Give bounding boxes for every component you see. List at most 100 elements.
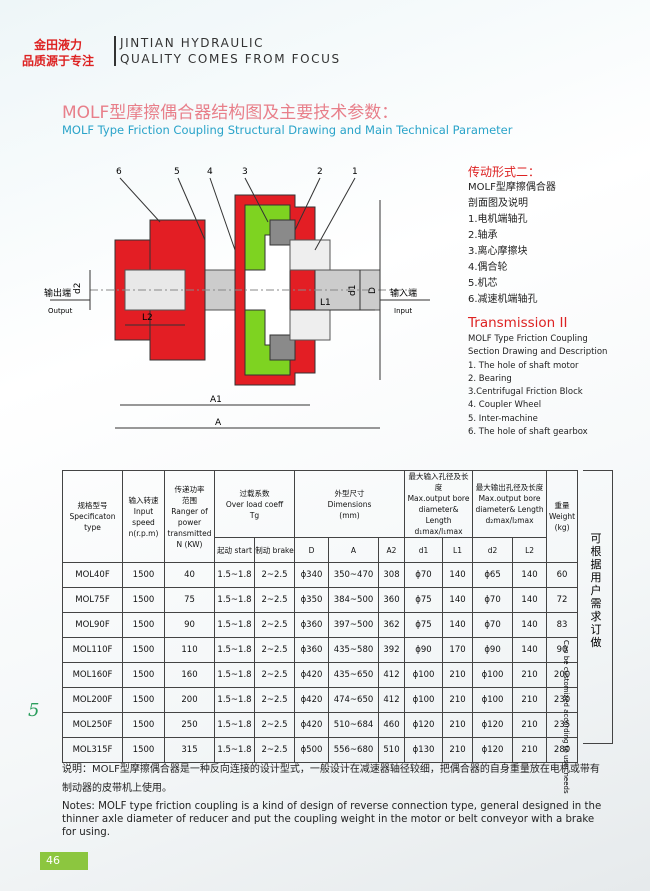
header-line: d₁max/l₁max	[414, 527, 463, 536]
table-row: MOL75F 1500 75 1.5~1.8 2~2.5 ϕ350 384~500 360 ϕ7…	[62, 587, 579, 613]
table-cell: 83	[546, 612, 579, 638]
table-cell: ϕ120	[472, 712, 514, 738]
table-cell: 2~2.5	[254, 587, 295, 613]
header-line: transmitted	[167, 528, 212, 538]
description-line: 4.偶合轮	[468, 262, 508, 273]
header-sub-cell: L2	[512, 537, 548, 563]
table-cell: ϕ100	[472, 687, 514, 713]
table-cell: 474~650	[328, 687, 379, 713]
header-sub-row: 起动 start 制动 brake D A A2 d1 L1 d2 L2	[63, 537, 578, 563]
table-cell: 556~680	[328, 737, 379, 763]
side-note-cn: 可根据用户需求订做	[590, 532, 602, 649]
notes-cn: 说明：MOLF型摩擦偶合器是一种反向连接的设计型式，一般设计在减速器轴径较细，把…	[62, 764, 600, 794]
header-line: (kg)	[554, 523, 570, 532]
table-cell: 315	[164, 737, 215, 763]
header-cell: 外型尺寸 Dimensions (mm)	[293, 470, 406, 538]
header-line: power	[177, 517, 202, 527]
header-cell: 输入转速 Input speed n(r.p.m)	[122, 470, 165, 563]
part-number: 1	[352, 167, 358, 177]
drawing: 6 5 4 3 2 1 d2 L2 L1 d1 D A1 A 输出端 Outpu…	[44, 167, 430, 429]
header-line: Max.output bore	[478, 494, 541, 503]
header-cell: 最大输出孔径及长度 Max.output bore diameter& Length…	[472, 470, 548, 538]
table-cell: 140	[512, 562, 548, 588]
table-cell: ϕ120	[472, 737, 514, 763]
table-cell: 210	[442, 737, 474, 763]
table-cell: 140	[512, 637, 548, 663]
table-cell: 350~470	[328, 562, 379, 588]
table-cell: MOL110F	[62, 637, 123, 663]
table-cell: ϕ340	[294, 562, 329, 588]
table-cell: 210	[442, 687, 474, 713]
table-cell: 1.5~1.8	[214, 687, 255, 713]
header-line: 范围	[182, 495, 197, 505]
table-row: MOL110F 1500 110 1.5~1.8 2~2.5 ϕ360 435~580 392…	[62, 637, 579, 663]
table-cell: 210	[512, 737, 548, 763]
dim-label: D	[368, 287, 378, 294]
page-mark: 5	[28, 700, 40, 721]
table-cell: MOL250F	[62, 712, 123, 738]
dim-label: L1	[320, 298, 331, 308]
header-line: speed	[132, 517, 155, 527]
description-title: Transmission II	[468, 315, 568, 331]
table-cell: 170	[442, 637, 474, 663]
description-line: 2. Bearing	[468, 373, 512, 384]
table-cell: 360	[377, 587, 406, 613]
table-cell: 392	[377, 637, 406, 663]
header-cell: 最大输入孔径及长度 Max.output bore diameter& Length…	[404, 470, 474, 538]
header-sub-cell: A2	[377, 537, 406, 563]
table-cell: 75	[164, 587, 215, 613]
table-cell: ϕ500	[294, 737, 329, 763]
part-number: 3	[242, 167, 248, 177]
table-cell: 2~2.5	[254, 562, 295, 588]
header-line: 规格型号	[77, 501, 108, 510]
table-cell: 1.5~1.8	[214, 637, 255, 663]
table-cell: 384~500	[328, 587, 379, 613]
table-cell: 397~500	[328, 612, 379, 638]
table-cell: ϕ420	[294, 662, 329, 688]
description-line: 6.减速机端轴孔	[468, 294, 538, 305]
brand-slogan-en: QUALITY COMES FROM FOCUS	[120, 52, 341, 66]
header-cell: 传递功率 范围 Ranger of power transmitted N (KW)	[164, 470, 215, 563]
table-cell: 72	[546, 587, 579, 613]
description-en: Transmission II MOLF Type Friction Coupli…	[468, 313, 607, 439]
table-cell: 1500	[122, 637, 165, 663]
description-line: MOLF Type Friction Coupling	[468, 334, 588, 344]
brand-en: JINTIAN HYDRAULIC	[120, 36, 265, 50]
header-sub-cell: d1	[404, 537, 444, 563]
header-line: Input	[133, 506, 154, 516]
table-cell: 2~2.5	[254, 712, 295, 738]
table-cell: 1500	[122, 687, 165, 713]
description-line: 1. The hole of shaft motor	[468, 360, 579, 371]
table-cell: 1500	[122, 612, 165, 638]
table-cell: MOL40F	[62, 562, 123, 588]
table-cell: 510	[377, 737, 406, 763]
table-cell: MOL200F	[62, 687, 123, 713]
table-cell: 362	[377, 612, 406, 638]
table-cell: 435~650	[328, 662, 379, 688]
table-cell: ϕ90	[472, 637, 514, 663]
table-cell: 1500	[122, 662, 165, 688]
table-cell: 2~2.5	[254, 687, 295, 713]
table-cell: 280	[546, 737, 579, 763]
table-cell: ϕ90	[404, 637, 444, 663]
table-cell: 140	[442, 587, 474, 613]
page-number: 46	[40, 852, 88, 870]
description-line: 5. Inter-machine	[468, 413, 538, 424]
dim-label: d2	[73, 283, 83, 294]
table-cell: 1500	[122, 587, 165, 613]
table-cell: 1.5~1.8	[214, 587, 255, 613]
table-cell: MOL90F	[62, 612, 123, 638]
table-cell: ϕ70	[404, 562, 444, 588]
table-cell: ϕ100	[472, 662, 514, 688]
input-label: 输入端	[390, 287, 417, 299]
table-cell: 90	[546, 637, 579, 663]
table-cell: ϕ120	[404, 712, 444, 738]
table-row: MOL160F 1500 160 1.5~1.8 2~2.5 ϕ420 435~650 412…	[62, 662, 579, 688]
part-number: 2	[317, 167, 323, 177]
table-cell: ϕ75	[404, 587, 444, 613]
table-cell: ϕ75	[404, 612, 444, 638]
table-cell: 1.5~1.8	[214, 662, 255, 688]
table-cell: MOL75F	[62, 587, 123, 613]
dim-label: L2	[142, 313, 153, 323]
header-line: type	[84, 523, 101, 532]
